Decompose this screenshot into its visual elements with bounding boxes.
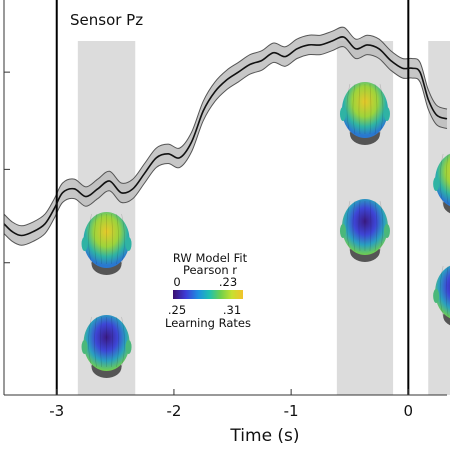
scalp-mesh-2-6 bbox=[379, 83, 384, 135]
ci-upper-edge bbox=[3, 26, 448, 227]
shaded-window-2 bbox=[428, 41, 450, 395]
x-tick-label-1: -2 bbox=[166, 402, 181, 420]
scalp-mesh-3-4 bbox=[369, 200, 372, 252]
scalp-mesh-4-1 bbox=[445, 153, 449, 205]
scalp-mesh-4-0 bbox=[439, 153, 444, 205]
ci-lower-edge bbox=[3, 46, 448, 246]
legend-bottom-max: .31 bbox=[223, 303, 241, 317]
scalp-maps bbox=[81, 82, 450, 378]
scalp-ear-left-0 bbox=[81, 237, 88, 251]
scalp-mesh-3-1 bbox=[352, 200, 356, 252]
legend-line-1: RW Model Fit bbox=[173, 251, 248, 265]
scalp-map-3 bbox=[339, 199, 390, 262]
colorbar bbox=[173, 290, 243, 299]
scalp-ear-right-1 bbox=[125, 340, 132, 354]
scalp-map-2 bbox=[339, 82, 390, 145]
scalp-map-0 bbox=[81, 212, 132, 275]
scalp-ear-left-2 bbox=[339, 107, 346, 121]
series-line bbox=[3, 36, 448, 237]
x-tick-label-3: 0 bbox=[404, 402, 414, 420]
scalp-map-1 bbox=[81, 315, 132, 378]
scalp-mesh-2-4 bbox=[369, 83, 372, 135]
scalp-mesh-2-2 bbox=[358, 83, 361, 135]
inset-legend: RW Model Fit Pearson r 0 .23 .25 .31 Lea… bbox=[165, 251, 251, 330]
scalp-ear-left-3 bbox=[339, 224, 346, 238]
scalp-mesh-3-2 bbox=[358, 200, 361, 252]
x-axis-label: Time (s) bbox=[229, 426, 299, 446]
scalp-surface-3 bbox=[341, 199, 388, 255]
scalp-map-5 bbox=[433, 265, 450, 326]
scalp-surface-2 bbox=[341, 82, 388, 138]
scalp-ear-right-2 bbox=[383, 107, 390, 121]
scalp-mesh-1-0 bbox=[88, 316, 92, 368]
scalp-mesh-3-6 bbox=[379, 200, 384, 252]
scalp-surface-5 bbox=[435, 265, 450, 319]
scalp-mesh-3-5 bbox=[374, 200, 378, 252]
scalp-mesh-1-6 bbox=[121, 316, 125, 368]
scalp-mesh-1-2 bbox=[100, 316, 102, 368]
scalp-mesh-1-5 bbox=[116, 316, 119, 368]
scalp-mesh-5-0 bbox=[439, 265, 444, 317]
ci-band-fill bbox=[4, 27, 447, 246]
scalp-ear-left-5 bbox=[433, 289, 440, 303]
scalp-surface-0 bbox=[83, 212, 130, 268]
scalp-mesh-2-1 bbox=[352, 83, 356, 135]
scalp-ear-right-0 bbox=[125, 237, 132, 251]
scalp-mesh-0-5 bbox=[116, 213, 119, 265]
scalp-ear-right-3 bbox=[383, 224, 390, 238]
scalp-mesh-2-0 bbox=[346, 83, 351, 135]
legend-top-max: .23 bbox=[219, 275, 237, 289]
scalp-mesh-0-4 bbox=[111, 213, 113, 265]
scalp-surface-4 bbox=[435, 153, 450, 207]
scalp-mesh-2-5 bbox=[374, 83, 378, 135]
event-lines bbox=[55, 0, 410, 395]
scalp-mesh-3-0 bbox=[346, 200, 351, 252]
axes: -3 -2 -1 0 bbox=[3, 0, 447, 420]
legend-top-min: 0 bbox=[173, 275, 180, 289]
legend-bottom-label: Learning Rates bbox=[165, 316, 251, 330]
shaded-windows bbox=[77, 41, 450, 395]
scalp-ear-left-4 bbox=[433, 177, 440, 191]
confidence-band bbox=[3, 26, 448, 246]
mean-line bbox=[3, 36, 448, 237]
scalp-mesh-0-6 bbox=[121, 213, 125, 265]
legend-line-2: Pearson r bbox=[183, 263, 237, 277]
x-tick-label-0: -3 bbox=[49, 402, 64, 420]
x-tick-label-2: -1 bbox=[284, 402, 299, 420]
chart-title: Sensor Pz bbox=[70, 11, 143, 29]
scalp-surface-1 bbox=[83, 315, 130, 371]
scalp-mesh-0-0 bbox=[88, 213, 92, 265]
scalp-mesh-1-4 bbox=[111, 316, 113, 368]
legend-bottom-min: .25 bbox=[168, 303, 186, 317]
scalp-mesh-0-1 bbox=[94, 213, 97, 265]
scalp-ear-left-1 bbox=[81, 340, 88, 354]
scalp-mesh-0-2 bbox=[100, 213, 102, 265]
scalp-mesh-1-1 bbox=[94, 316, 97, 368]
scalp-map-4 bbox=[433, 153, 450, 214]
scalp-mesh-5-1 bbox=[445, 265, 449, 317]
